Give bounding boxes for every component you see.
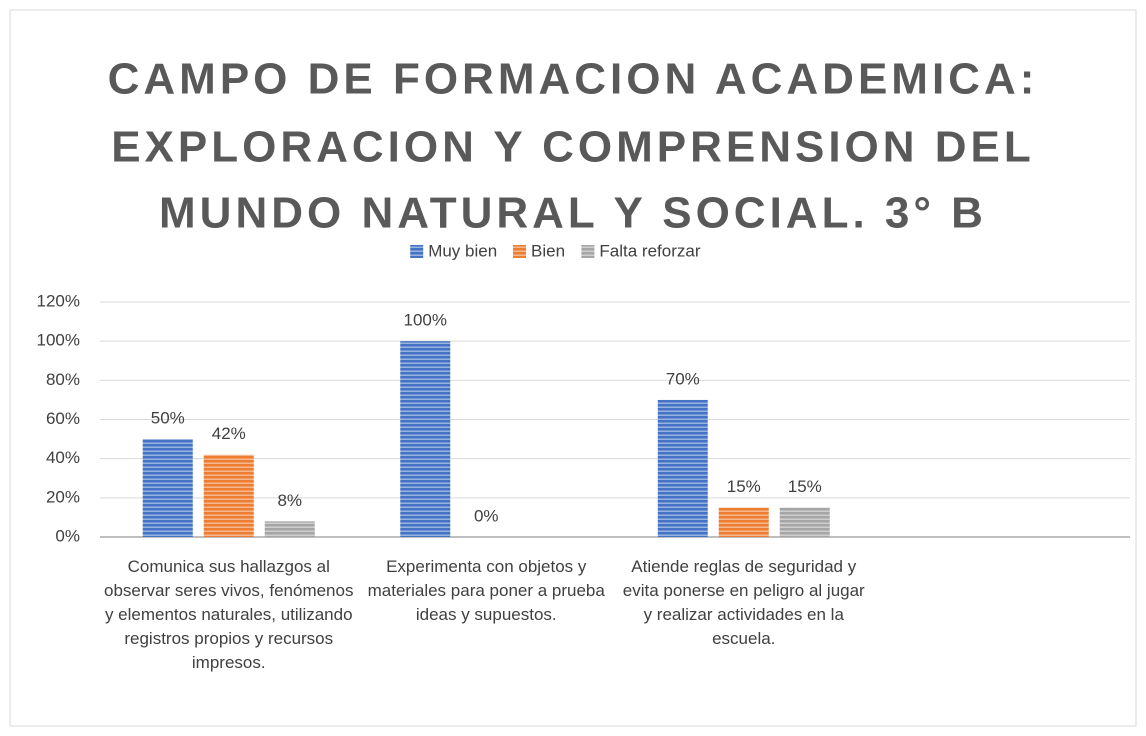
chart-title: CAMPO DE FORMACION ACADEMICA:	[108, 55, 1039, 104]
bar	[203, 454, 254, 537]
legend-label: Muy bien	[428, 241, 497, 260]
legend-swatch	[581, 245, 595, 258]
y-tick-label: 20%	[46, 487, 80, 506]
bar	[142, 439, 193, 537]
y-tick-label: 120%	[37, 291, 80, 310]
chart-border	[9, 9, 1137, 727]
y-tick-label: 100%	[37, 331, 80, 350]
data-label: 0%	[474, 506, 499, 525]
x-tick-label: Atiende reglas de seguridad y evita pone…	[622, 557, 865, 648]
legend-swatch	[410, 245, 424, 258]
legend-label: Bien	[531, 241, 565, 260]
data-label: 50%	[151, 409, 185, 428]
legend-label: Falta reforzar	[599, 241, 700, 260]
chart-title: MUNDO NATURAL Y SOCIAL. 3° B	[159, 189, 987, 238]
data-label: 15%	[788, 477, 822, 496]
x-tick-label: Comunica sus hallazgos al observar seres…	[104, 557, 354, 672]
y-tick-label: 40%	[46, 448, 80, 467]
bar	[779, 507, 830, 537]
data-label: 8%	[277, 491, 302, 510]
data-label: 100%	[404, 311, 447, 330]
data-label: 42%	[212, 424, 246, 443]
data-label: 15%	[727, 477, 761, 496]
chart-title: EXPLORACION Y COMPRENSION DEL	[111, 123, 1035, 172]
y-tick-label: 60%	[46, 409, 80, 428]
y-tick-label: 80%	[46, 370, 80, 389]
bar	[657, 399, 708, 537]
data-label: 70%	[666, 369, 700, 388]
y-tick-label: 0%	[55, 526, 80, 545]
legend-swatch	[513, 245, 526, 258]
bar	[264, 521, 315, 537]
bar	[718, 507, 769, 537]
x-tick-label: Experimenta con objetos y materiales par…	[367, 557, 605, 624]
bar	[400, 341, 451, 537]
